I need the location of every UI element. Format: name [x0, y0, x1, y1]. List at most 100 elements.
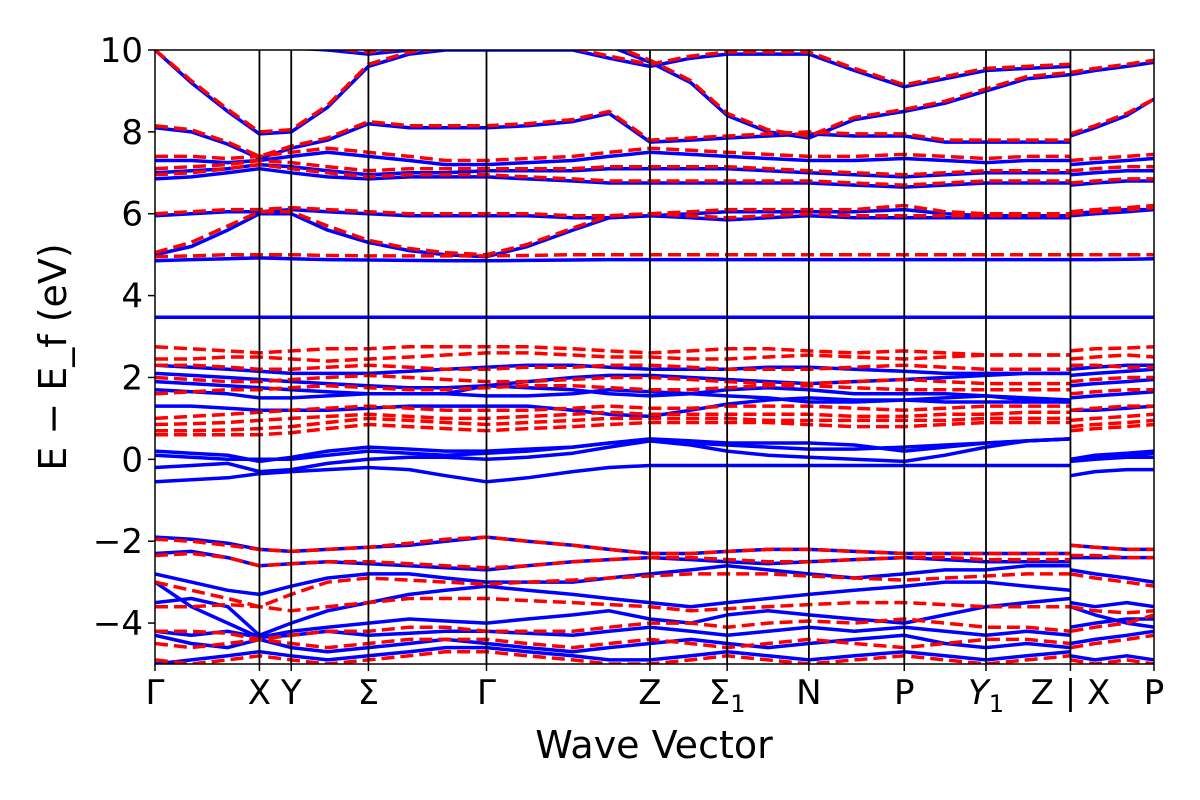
x-tick-label-2: Y	[280, 673, 302, 713]
y-tick-label-2: 0	[121, 440, 143, 480]
red-band-1-seg-0	[155, 637, 1071, 650]
red-band-15-seg-0	[155, 345, 1071, 357]
x-tick-label-9: Y1	[968, 673, 1004, 718]
blue-band-9-seg-1	[1070, 455, 1154, 464]
blue-band-4-seg-0	[155, 580, 1071, 638]
red-band-21-seg-1	[1070, 152, 1154, 163]
blue-band-24-seg-0	[155, 111, 1071, 161]
x-tick-label-3: Σ	[358, 673, 379, 713]
red-band-13-seg-1	[1070, 363, 1154, 369]
red-band-14-seg-0	[155, 351, 1071, 363]
y-tick-label-7: 10	[100, 31, 143, 71]
y-tick-label-5: 6	[121, 195, 143, 235]
y-tick-label-6: 8	[121, 113, 143, 153]
blue-band-14-seg-1	[1070, 377, 1154, 388]
red-band-7-seg-0	[155, 420, 1071, 437]
red-band-17-seg-1	[1070, 203, 1154, 214]
red-band-3-seg-0	[155, 596, 1071, 613]
blue-band-9-seg-0	[155, 437, 1071, 474]
blue-band-5-seg-1	[1070, 568, 1154, 584]
red-band-14-seg-1	[1070, 353, 1154, 361]
blue-band-26-seg-0	[295, 50, 1071, 140]
red-band-4-seg-0	[155, 572, 1071, 609]
y-tick-label-4: 4	[121, 277, 143, 317]
blue-band-21-seg-1	[1070, 179, 1154, 187]
red-band-16-seg-0	[155, 252, 1071, 259]
red-band-0-seg-1	[1070, 658, 1154, 664]
blue-band-2-seg-1	[1070, 617, 1154, 629]
red-band-19-seg-0	[155, 162, 1071, 187]
red-band-23-seg-1	[1070, 58, 1154, 75]
y-ticks: −4 −2 0 2 4 6 8 10	[93, 31, 155, 644]
blue-band-15-seg-0	[155, 371, 1071, 390]
blue-band-23-seg-1	[1070, 156, 1154, 167]
x-ticks: Γ X Y Σ Γ Z Σ1 N P Y1 Z | X P	[146, 664, 1165, 718]
kpoint-lines	[258, 50, 1072, 664]
red-band-5-seg-1	[1070, 553, 1154, 560]
blue-band-4-seg-1	[1070, 600, 1154, 609]
red-band-1-seg-1	[1070, 633, 1154, 650]
blue-band-24-seg-1	[1069, 97, 1154, 138]
red-band-22-seg-0	[155, 109, 1071, 159]
bands-layer	[155, 50, 1154, 664]
red-band-24-seg-0	[330, 50, 1071, 138]
blue-band-15-seg-1	[1070, 367, 1154, 378]
red-band-19-seg-1	[1070, 177, 1154, 185]
x-tick-label-6: Σ1	[709, 673, 746, 718]
blue-band-8-seg-0	[155, 463, 1071, 484]
blue-band-14-seg-0	[155, 379, 1071, 404]
red-band-6-seg-0	[155, 535, 1071, 556]
red-band-20-seg-1	[1070, 164, 1154, 173]
x-tick-label-5: Z	[638, 673, 661, 713]
y-tick-label-3: 2	[121, 358, 143, 398]
x-tick-label-10: Z | X	[1031, 673, 1111, 713]
red-band-8-seg-1	[1070, 418, 1154, 429]
red-band-18-seg-1	[1070, 205, 1154, 216]
red-band-17-seg-0	[155, 209, 1071, 257]
blue-band-19-seg-0	[155, 211, 1071, 259]
blue-band-16-seg-0	[155, 363, 1071, 376]
blue-band-13-seg-0	[155, 387, 1071, 404]
blue-band-1-seg-0	[155, 633, 1071, 654]
blue-band-2-seg-0	[155, 625, 1071, 640]
red-band-9-seg-1	[1070, 412, 1154, 423]
red-band-6-seg-1	[1070, 543, 1154, 552]
red-band-21-seg-0	[155, 146, 1071, 163]
x-axis-title: Wave Vector	[535, 723, 773, 767]
blue-band-25-seg-1	[1070, 60, 1154, 77]
red-band-7-seg-1	[1070, 422, 1154, 433]
blue-band-21-seg-0	[155, 166, 1071, 189]
red-band-10-seg-1	[1070, 404, 1154, 412]
red-band-15-seg-1	[1070, 345, 1154, 353]
y-tick-label-0: −4	[93, 604, 143, 644]
y-tick-label-1: −2	[93, 522, 143, 562]
blue-band-23-seg-0	[155, 150, 1071, 167]
blue-band-18-seg-0	[155, 256, 1071, 263]
x-tick-label-11: P	[1144, 673, 1165, 713]
y-axis-title: E − E_f (eV)	[31, 243, 75, 471]
red-band-0-seg-0	[155, 649, 1071, 664]
blue-band-22-seg-1	[1070, 169, 1154, 177]
blue-band-3-seg-1	[1069, 605, 1154, 629]
x-tick-label-0: Γ	[146, 673, 165, 713]
x-tick-label-7: N	[796, 673, 821, 713]
blue-band-22-seg-0	[155, 162, 1071, 179]
x-tick-label-1: X	[248, 673, 271, 713]
x-tick-label-8: P	[894, 673, 915, 713]
blue-band-13-seg-1	[1070, 390, 1154, 400]
red-band-12-seg-1	[1070, 375, 1154, 384]
red-band-4-seg-1	[1070, 572, 1154, 588]
blue-band-8-seg-1	[1070, 467, 1154, 478]
red-band-5-seg-0	[155, 551, 1071, 570]
red-band-23-seg-0	[155, 50, 1071, 134]
blue-band-18-seg-1	[1070, 257, 1154, 262]
blue-band-1-seg-1	[1070, 629, 1154, 646]
blue-band-25-seg-0	[155, 50, 1071, 136]
plot-frame	[154, 49, 1155, 665]
blue-band-3-seg-0	[155, 580, 1071, 640]
red-band-3-seg-1	[1070, 604, 1154, 615]
blue-band-20-seg-1	[1070, 207, 1154, 218]
blue-band-11-seg-1	[1070, 449, 1154, 462]
blue-band-0-seg-1	[1070, 654, 1154, 662]
